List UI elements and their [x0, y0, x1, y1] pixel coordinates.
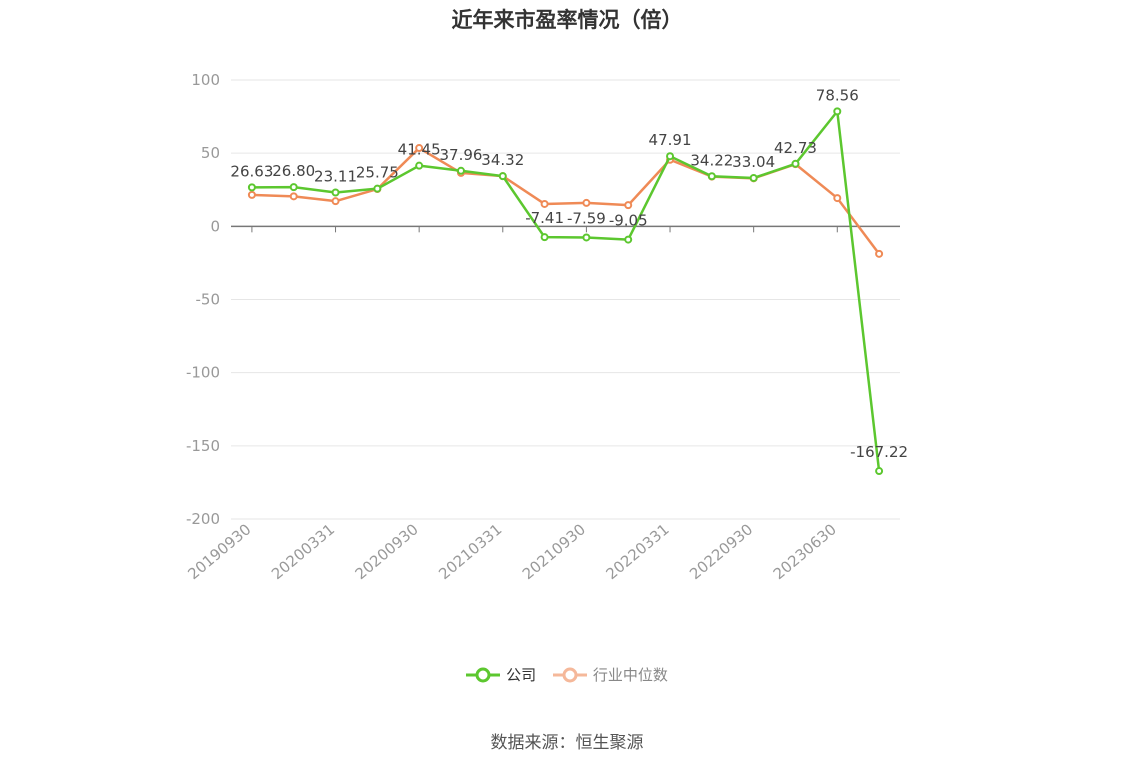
company-data-point — [247, 183, 256, 192]
x-tick-label: 20200331 — [268, 520, 338, 583]
industry-data-point — [247, 190, 256, 199]
company-data-label: 26.80 — [272, 162, 315, 180]
company-data-label: -7.41 — [525, 209, 564, 227]
x-tick-label: 20220930 — [686, 520, 756, 583]
x-tick-label: 20200930 — [352, 520, 422, 583]
company-data-point — [707, 172, 716, 181]
data-source-note: 数据来源：恒生聚源 — [490, 733, 644, 753]
x-axis: 20190930 20200331 20200930 20210331 20210930… — [184, 225, 900, 583]
legend-industry-circle — [562, 667, 578, 682]
company-data-label: 34.32 — [481, 151, 524, 169]
company-data-point — [331, 188, 340, 197]
grid-lines — [231, 79, 900, 520]
company-data-label: 25.75 — [356, 164, 399, 182]
industry-data-point — [875, 249, 884, 258]
company-data-label: 78.56 — [816, 86, 859, 104]
industry-data-point — [582, 198, 591, 207]
legend-industry-marker-icon — [552, 667, 587, 682]
company-series-line — [251, 110, 881, 472]
company-data-label: -7.59 — [567, 209, 606, 227]
y-tick-label: -100 — [186, 364, 220, 382]
company-data-label: 42.73 — [774, 139, 817, 157]
company-data-point — [498, 172, 507, 181]
company-data-point — [582, 233, 591, 242]
company-data-point — [373, 184, 382, 193]
legend-company-marker-icon — [466, 667, 501, 682]
company-data-label: 26.63 — [230, 162, 273, 180]
y-tick-label: -150 — [186, 437, 220, 455]
y-tick-label: -50 — [196, 291, 221, 309]
industry-data-point — [624, 201, 633, 210]
chart-title: 近年来市盈率情况（倍） — [451, 8, 683, 32]
company-data-point — [875, 467, 884, 476]
legend-item-company[interactable]: 公司 — [466, 664, 536, 685]
x-tick-label: 20210331 — [435, 520, 505, 583]
company-data-label: 41.45 — [398, 141, 441, 159]
company-data-label: 37.96 — [439, 146, 482, 164]
legend-item-industry[interactable]: 行业中位数 — [552, 664, 668, 685]
industry-data-point — [289, 192, 298, 201]
company-data-point — [540, 233, 549, 242]
y-axis-ticks: 100 50 0 -50 -100 -150 -200 — [186, 71, 220, 528]
company-data-point — [791, 159, 800, 168]
company-data-label: 33.04 — [732, 153, 775, 171]
company-data-point — [666, 152, 675, 161]
series-lines — [247, 107, 884, 476]
company-data-label: 34.22 — [690, 151, 733, 169]
x-tick-label: 20220331 — [603, 520, 673, 583]
company-data-label: 23.11 — [314, 168, 357, 186]
legend-company-circle — [475, 667, 491, 682]
x-tick-label: 20190930 — [184, 520, 254, 583]
company-data-label: 47.91 — [649, 131, 692, 149]
company-data-point — [289, 183, 298, 192]
y-tick-label: -200 — [186, 510, 220, 528]
y-tick-label: 100 — [191, 71, 220, 89]
y-tick-label: 50 — [201, 144, 220, 162]
x-tick-label: 20210930 — [519, 520, 589, 583]
y-tick-label: 0 — [210, 217, 220, 235]
company-data-point — [624, 235, 633, 244]
legend-company-label: 公司 — [506, 666, 537, 684]
industry-data-point — [331, 197, 340, 206]
company-data-label: -9.05 — [609, 212, 648, 230]
company-data-label: -167.22 — [850, 443, 908, 461]
legend: 公司 行业中位数 — [0, 664, 1134, 687]
company-data-point — [415, 161, 424, 170]
industry-data-point — [415, 144, 424, 153]
industry-data-point — [540, 199, 549, 208]
company-data-point — [456, 166, 465, 175]
legend-industry-label: 行业中位数 — [592, 666, 668, 684]
x-tick-label: 20230630 — [770, 520, 840, 583]
industry-data-point — [833, 194, 842, 203]
company-data-point — [749, 173, 758, 182]
company-data-point — [833, 107, 842, 116]
